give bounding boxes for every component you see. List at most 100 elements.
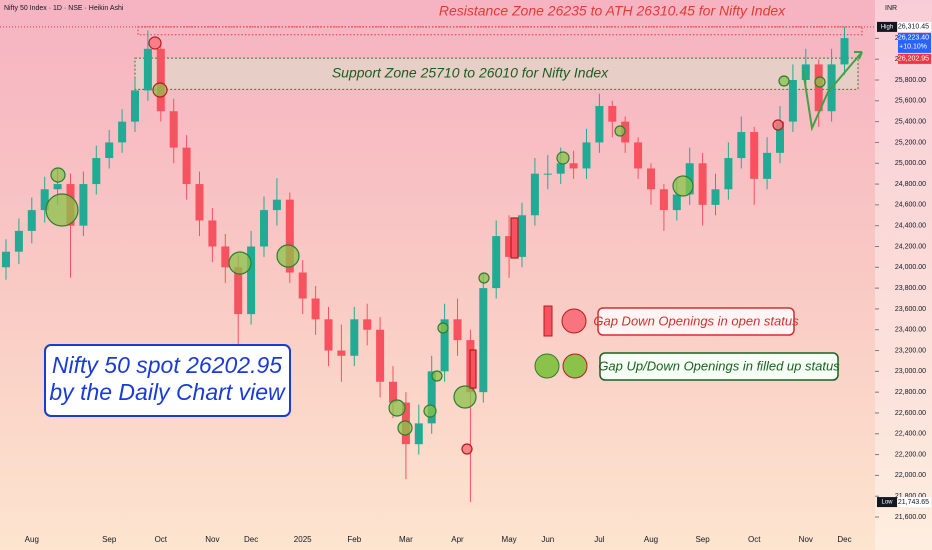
candle-body — [350, 319, 359, 356]
candle-body — [788, 80, 797, 122]
legend-filled-circle — [534, 353, 560, 379]
resistance-zone — [137, 26, 863, 36]
x-tick-label: Nov — [799, 535, 813, 544]
spot-note-box — [44, 344, 291, 417]
candle-body — [234, 267, 243, 315]
candle-body — [659, 189, 668, 211]
candle-body — [389, 381, 397, 403]
gap-marker — [478, 272, 490, 284]
y-tick-label: 25,600.00 — [895, 98, 926, 105]
gap-markers — [45, 36, 826, 455]
x-tick-label: Sep — [102, 535, 117, 544]
candle-body — [156, 48, 165, 112]
gap-marker — [453, 385, 477, 409]
candle-body — [272, 199, 281, 211]
candle-body — [118, 121, 127, 143]
candle-body — [285, 199, 294, 273]
chart-title: Nifty 50 Index · 1D · NSE · Heikin Ashi — [4, 5, 124, 12]
candle-body — [363, 319, 372, 330]
gap-marker — [672, 175, 694, 197]
gap-marker — [397, 420, 413, 436]
y-tick-label: 23,400.00 — [895, 327, 926, 334]
gap-marker — [556, 151, 570, 165]
gap-marker — [152, 82, 168, 98]
trend-arrow — [802, 51, 863, 132]
y-tick-label: 24,600.00 — [895, 202, 926, 209]
prev-change: +10.10% — [899, 44, 927, 51]
y-tick-label: 22,200.00 — [895, 451, 926, 458]
prev-price: 26,223.40 — [898, 35, 929, 42]
candle-body — [582, 142, 591, 169]
legend-box — [597, 307, 795, 336]
candle-body — [169, 111, 178, 148]
x-tick-label: Apr — [451, 535, 464, 544]
candle-body — [40, 189, 49, 211]
candle-body — [221, 246, 230, 268]
gap-marker — [423, 404, 437, 418]
low-price: 21,743.65 — [898, 499, 929, 506]
candle-body — [337, 350, 346, 356]
y-tick-label: 25,800.00 — [895, 77, 926, 84]
candle-body — [750, 132, 759, 179]
x-tick-label: May — [502, 535, 517, 544]
candle-body — [105, 142, 114, 159]
gap-marker — [276, 244, 300, 268]
high-price: 26,310.45 — [898, 24, 929, 31]
trend-arrow-head — [854, 51, 863, 60]
gap-marker — [50, 167, 66, 183]
legend-box — [599, 352, 839, 381]
gap-marker — [614, 125, 626, 137]
x-tick-label: Oct — [155, 535, 168, 544]
candle-body — [672, 194, 681, 211]
candle-body — [427, 371, 436, 424]
gap-marker — [814, 76, 826, 88]
price-axis: 21,600.00 21,800.00 22,000.00 22,200.00 22,4… — [875, 21, 931, 521]
candle-body — [311, 298, 320, 320]
x-tick-label: 2025 — [294, 535, 312, 544]
y-tick-label: 24,400.00 — [895, 223, 926, 230]
y-tick-label: 23,000.00 — [895, 368, 926, 375]
candle-body — [27, 210, 36, 231]
legend-filled-circle — [562, 353, 588, 379]
candle-body — [543, 173, 552, 175]
candle-body — [2, 251, 10, 268]
y-tick-label: 23,800.00 — [895, 285, 926, 292]
y-tick-label: 22,400.00 — [895, 431, 926, 438]
candle-body — [711, 189, 720, 205]
candle-body — [324, 319, 333, 351]
currency: INR — [885, 5, 897, 12]
y-tick-label: 22,800.00 — [895, 389, 926, 396]
spot-note: Nifty 50 spot 26202.95 — [52, 352, 282, 378]
candle-body — [634, 142, 643, 169]
candle-body — [260, 210, 268, 247]
candle-body — [453, 319, 462, 341]
y-tick-label: 23,600.00 — [895, 306, 926, 313]
spot-note: by the Daily Chart view — [49, 379, 286, 405]
candle-body — [182, 147, 191, 185]
x-tick-label: Aug — [644, 535, 658, 544]
high-tag: High — [881, 24, 893, 30]
x-tick-label: Dec — [244, 535, 258, 544]
prev-price-box — [898, 32, 931, 53]
candle-body — [698, 163, 707, 205]
last-price-box — [898, 53, 931, 64]
candle-body — [195, 184, 204, 221]
legend: Gap Down Openings in open status Gap Up/… — [534, 305, 840, 381]
low-price-box — [898, 497, 931, 508]
price-axis-panel — [875, 0, 932, 550]
legend-text: Gap Up/Down Openings in filled up status — [598, 358, 840, 373]
candle-body — [801, 64, 810, 81]
candle-body — [376, 329, 385, 382]
x-tick-label: Mar — [399, 535, 413, 544]
high-tag-box — [877, 21, 897, 32]
candle-body — [53, 184, 62, 190]
gap-marker — [510, 217, 519, 259]
y-tick-label: 24,200.00 — [895, 243, 926, 250]
gap-marker — [772, 119, 784, 131]
gap-marker — [469, 349, 477, 389]
candle-body — [595, 106, 604, 143]
gap-marker — [148, 36, 162, 50]
candle-body — [440, 319, 449, 372]
candle-body — [492, 236, 501, 289]
x-tick-label: Sep — [695, 535, 710, 544]
